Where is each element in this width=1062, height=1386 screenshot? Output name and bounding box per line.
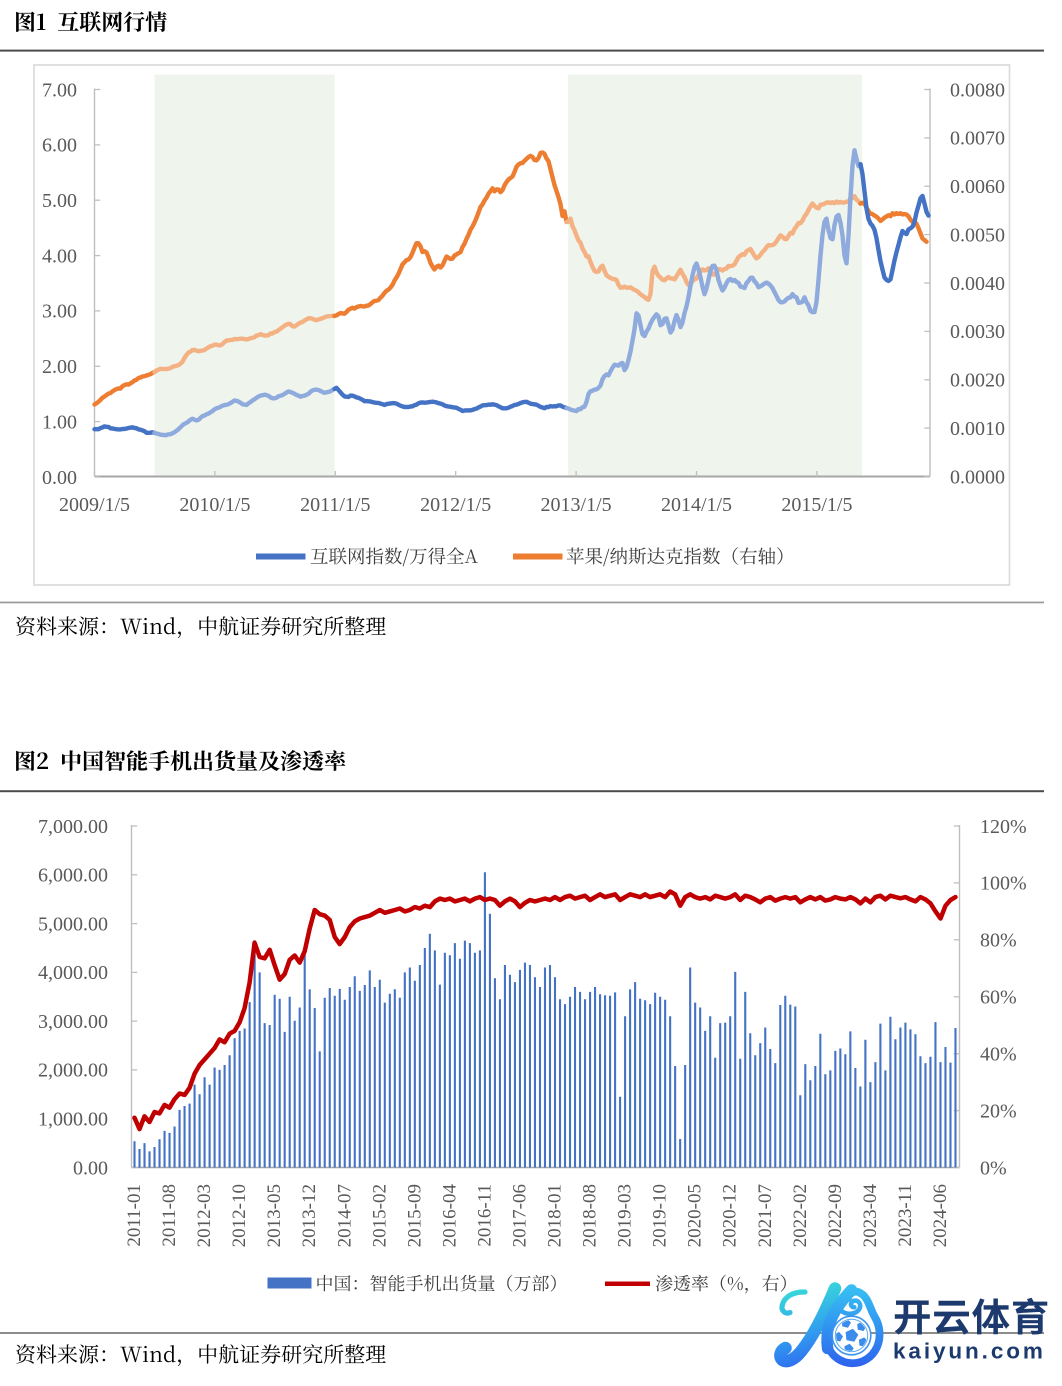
svg-text:2011-08: 2011-08 bbox=[159, 1184, 180, 1247]
svg-text:0.00: 0.00 bbox=[42, 467, 77, 489]
svg-text:0.0020: 0.0020 bbox=[950, 370, 1005, 392]
svg-text:2016-04: 2016-04 bbox=[439, 1184, 460, 1248]
svg-text:2019-10: 2019-10 bbox=[650, 1184, 671, 1247]
svg-text:2017-06: 2017-06 bbox=[510, 1184, 531, 1247]
svg-text:0.0060: 0.0060 bbox=[950, 176, 1005, 198]
svg-text:5,000.00: 5,000.00 bbox=[38, 913, 108, 935]
svg-text:2014/1/5: 2014/1/5 bbox=[661, 494, 732, 516]
svg-text:6,000.00: 6,000.00 bbox=[38, 865, 108, 887]
svg-text:0.0050: 0.0050 bbox=[950, 224, 1005, 246]
svg-text:2012-10: 2012-10 bbox=[229, 1184, 250, 1247]
svg-text:2020-05: 2020-05 bbox=[685, 1184, 706, 1247]
svg-text:kaiyun.com: kaiyun.com bbox=[893, 1339, 1046, 1364]
svg-text:0.0040: 0.0040 bbox=[950, 273, 1005, 295]
svg-text:2013/1/5: 2013/1/5 bbox=[541, 494, 612, 516]
svg-text:1,000.00: 1,000.00 bbox=[38, 1109, 108, 1131]
svg-text:2016-11: 2016-11 bbox=[474, 1184, 495, 1247]
svg-text:2011/1/5: 2011/1/5 bbox=[300, 494, 370, 516]
svg-text:0%: 0% bbox=[980, 1157, 1007, 1179]
svg-text:0.00: 0.00 bbox=[73, 1157, 108, 1179]
svg-text:6.00: 6.00 bbox=[42, 135, 77, 157]
svg-text:3,000.00: 3,000.00 bbox=[38, 1011, 108, 1033]
svg-text:2018-08: 2018-08 bbox=[580, 1184, 601, 1247]
svg-text:2.00: 2.00 bbox=[42, 356, 77, 378]
svg-text:2019-03: 2019-03 bbox=[615, 1184, 636, 1247]
svg-text:1.00: 1.00 bbox=[42, 411, 77, 433]
svg-text:0.0010: 0.0010 bbox=[950, 418, 1005, 440]
svg-text:2011-01: 2011-01 bbox=[124, 1184, 145, 1247]
svg-text:0.0080: 0.0080 bbox=[950, 79, 1005, 101]
svg-text:2021-07: 2021-07 bbox=[755, 1184, 776, 1247]
svg-text:100%: 100% bbox=[980, 873, 1027, 895]
svg-text:2023-11: 2023-11 bbox=[895, 1184, 916, 1247]
svg-text:120%: 120% bbox=[980, 816, 1027, 838]
svg-text:40%: 40% bbox=[980, 1044, 1017, 1066]
svg-text:2010/1/5: 2010/1/5 bbox=[179, 494, 250, 516]
svg-text:2,000.00: 2,000.00 bbox=[38, 1060, 108, 1082]
svg-text:2012-03: 2012-03 bbox=[194, 1184, 215, 1247]
svg-text:2020-12: 2020-12 bbox=[720, 1184, 741, 1247]
svg-text:80%: 80% bbox=[980, 930, 1017, 952]
svg-text:2015/1/5: 2015/1/5 bbox=[781, 494, 852, 516]
svg-text:2022-02: 2022-02 bbox=[790, 1184, 811, 1247]
svg-text:2018-01: 2018-01 bbox=[545, 1184, 566, 1247]
svg-text:2013-05: 2013-05 bbox=[264, 1184, 285, 1247]
svg-text:7,000.00: 7,000.00 bbox=[38, 816, 108, 838]
svg-text:0.0070: 0.0070 bbox=[950, 128, 1005, 150]
svg-text:0.0000: 0.0000 bbox=[950, 466, 1005, 488]
svg-text:2024-06: 2024-06 bbox=[930, 1184, 951, 1247]
svg-text:2012/1/5: 2012/1/5 bbox=[420, 494, 491, 516]
svg-text:4,000.00: 4,000.00 bbox=[38, 962, 108, 984]
svg-text:2023-04: 2023-04 bbox=[860, 1184, 881, 1248]
svg-text:20%: 20% bbox=[980, 1100, 1017, 1122]
svg-text:5.00: 5.00 bbox=[42, 190, 77, 212]
svg-text:60%: 60% bbox=[980, 987, 1017, 1009]
svg-text:2015-02: 2015-02 bbox=[369, 1184, 390, 1247]
svg-text:3.00: 3.00 bbox=[42, 301, 77, 323]
svg-text:2015-09: 2015-09 bbox=[404, 1184, 425, 1247]
svg-text:0.0030: 0.0030 bbox=[950, 321, 1005, 343]
svg-text:2013-12: 2013-12 bbox=[299, 1184, 320, 1247]
svg-text:7.00: 7.00 bbox=[42, 79, 77, 101]
svg-text:2022-09: 2022-09 bbox=[825, 1184, 846, 1247]
svg-text:2014-07: 2014-07 bbox=[334, 1184, 355, 1247]
svg-text:4.00: 4.00 bbox=[42, 245, 77, 267]
svg-text:2009/1/5: 2009/1/5 bbox=[59, 494, 130, 516]
